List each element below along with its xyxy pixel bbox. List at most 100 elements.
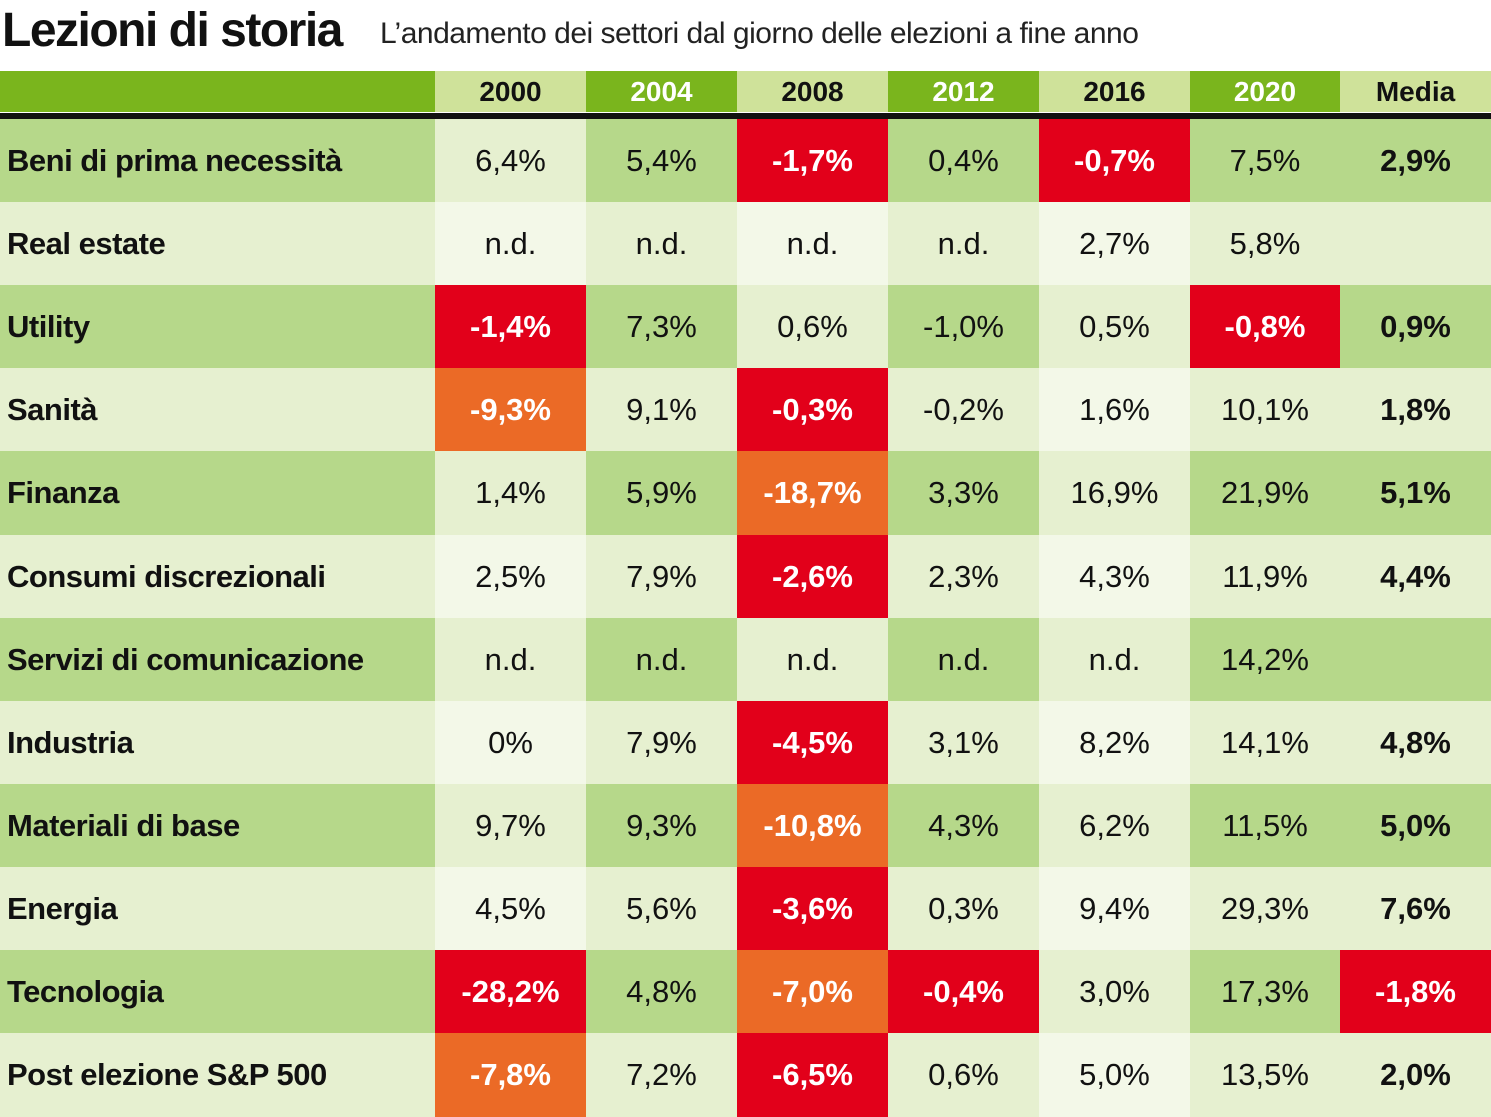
value-cell: 8,2% [1039,700,1190,785]
value-cell: -0,8% [1190,285,1340,370]
value-cell: 13,5% [1190,1033,1340,1117]
value-cell: 16,9% [1039,451,1190,536]
row-label: Servizi di comunicazione [0,617,435,702]
value-cell: 2,3% [888,534,1039,619]
value-cell: -0,2% [888,368,1039,453]
table-row: Beni di prima necessità 6,4% 5,4% -1,7% 0,4%… [0,119,1491,203]
header-row: 2000 2004 2008 2012 2016 2020 Media [0,71,1491,112]
average-value-cell: 1,8% [1340,368,1491,453]
value-cell: 0% [435,700,586,785]
value-cell: -0,7% [1039,119,1190,203]
value-cell: 0,3% [888,866,1039,951]
value-cell: 7,9% [586,700,737,785]
row-label: Post elezione S&P 500 [0,1033,435,1117]
value-cell: -1,7% [737,119,888,203]
value-cell: n.d. [1039,617,1190,702]
title-bar: Lezioni di storia L’andamento dei settor… [0,0,1491,70]
value-cell: 7,9% [586,534,737,619]
average-value-cell: 4,8% [1340,700,1491,785]
table-row: Post elezione S&P 500 -7,8% 7,2% -6,5% 0,6% 5… [0,1033,1491,1117]
average-value-cell: 5,0% [1340,783,1491,868]
chart-subtitle: L’andamento dei settori dal giorno delle… [380,17,1139,50]
row-label: Beni di prima necessità [0,119,435,203]
value-cell: -7,0% [737,950,888,1034]
header-corner [0,71,435,112]
row-label: Materiali di base [0,783,435,868]
value-cell: n.d. [435,617,586,702]
table-row: Materiali di base 9,7% 9,3% -10,8% 4,3% 6,2% 1… [0,783,1491,868]
value-cell: 7,5% [1190,119,1340,203]
value-cell: -4,5% [737,700,888,785]
value-cell: 14,2% [1190,617,1340,702]
value-cell: 21,9% [1190,451,1340,536]
value-cell: 3,0% [1039,950,1190,1034]
row-label: Finanza [0,451,435,536]
value-cell: 4,8% [586,950,737,1034]
header-separator [0,113,1491,119]
value-cell: 2,5% [435,534,586,619]
value-cell: 5,0% [1039,1033,1190,1117]
value-cell: 4,5% [435,866,586,951]
value-cell: -0,4% [888,950,1039,1034]
value-cell: 5,8% [1190,202,1340,287]
value-cell: -7,8% [435,1033,586,1117]
value-cell: 0,6% [888,1033,1039,1117]
row-label: Energia [0,866,435,951]
value-cell: 4,3% [1039,534,1190,619]
value-cell: -2,6% [737,534,888,619]
row-label: Consumi discrezionali [0,534,435,619]
table-row: Industria 0% 7,9% -4,5% 3,1% 8,2% 14,1% 4,8% [0,700,1491,785]
value-cell: 1,4% [435,451,586,536]
value-cell: n.d. [888,617,1039,702]
column-header: 2020 [1190,71,1340,112]
value-cell: 11,9% [1190,534,1340,619]
table-row: Tecnologia -28,2% 4,8% -7,0% -0,4% 3,0% 17,3% -… [0,950,1491,1034]
value-cell: 0,6% [737,285,888,370]
column-header: 2016 [1039,71,1190,112]
value-cell: -1,4% [435,285,586,370]
value-cell: -28,2% [435,950,586,1034]
table-row: Energia 4,5% 5,6% -3,6% 0,3% 9,4% 29,3% 7,6% [0,866,1491,951]
value-cell: -6,5% [737,1033,888,1117]
value-cell: 14,1% [1190,700,1340,785]
value-cell: 3,1% [888,700,1039,785]
value-cell: 5,9% [586,451,737,536]
value-cell: -18,7% [737,451,888,536]
value-cell: n.d. [586,202,737,287]
value-cell: 1,6% [1039,368,1190,453]
value-cell: 17,3% [1190,950,1340,1034]
value-cell: 9,3% [586,783,737,868]
value-cell: n.d. [737,617,888,702]
column-header: 2004 [586,71,737,112]
table-row: Finanza 1,4% 5,9% -18,7% 3,3% 16,9% 21,9% 5,1% [0,451,1491,536]
average-value-cell: 5,1% [1340,451,1491,536]
value-cell: 9,1% [586,368,737,453]
value-cell: n.d. [435,202,586,287]
value-cell: 9,7% [435,783,586,868]
column-header: 2012 [888,71,1039,112]
average-value-cell: 4,4% [1340,534,1491,619]
row-label: Utility [0,285,435,370]
value-cell: 6,2% [1039,783,1190,868]
value-cell: n.d. [737,202,888,287]
value-cell: -0,3% [737,368,888,453]
value-cell: 11,5% [1190,783,1340,868]
average-value-cell: -1,8% [1340,950,1491,1034]
value-cell: 29,3% [1190,866,1340,951]
average-value-cell: 0,9% [1340,285,1491,370]
table-row: Utility -1,4% 7,3% 0,6% -1,0% 0,5% -0,8% 0,9% [0,285,1491,370]
value-cell: 2,7% [1039,202,1190,287]
value-cell: 5,6% [586,866,737,951]
value-cell: 7,2% [586,1033,737,1117]
value-cell: n.d. [888,202,1039,287]
value-cell: 3,3% [888,451,1039,536]
value-cell: 6,4% [435,119,586,203]
table-row: Servizi di comunicazione n.d. n.d. n.d. n.d.… [0,617,1491,702]
value-cell: n.d. [586,617,737,702]
value-cell: 0,5% [1039,285,1190,370]
value-cell: -1,0% [888,285,1039,370]
column-header: 2008 [737,71,888,112]
value-cell: 5,4% [586,119,737,203]
value-cell: -9,3% [435,368,586,453]
row-label: Industria [0,700,435,785]
